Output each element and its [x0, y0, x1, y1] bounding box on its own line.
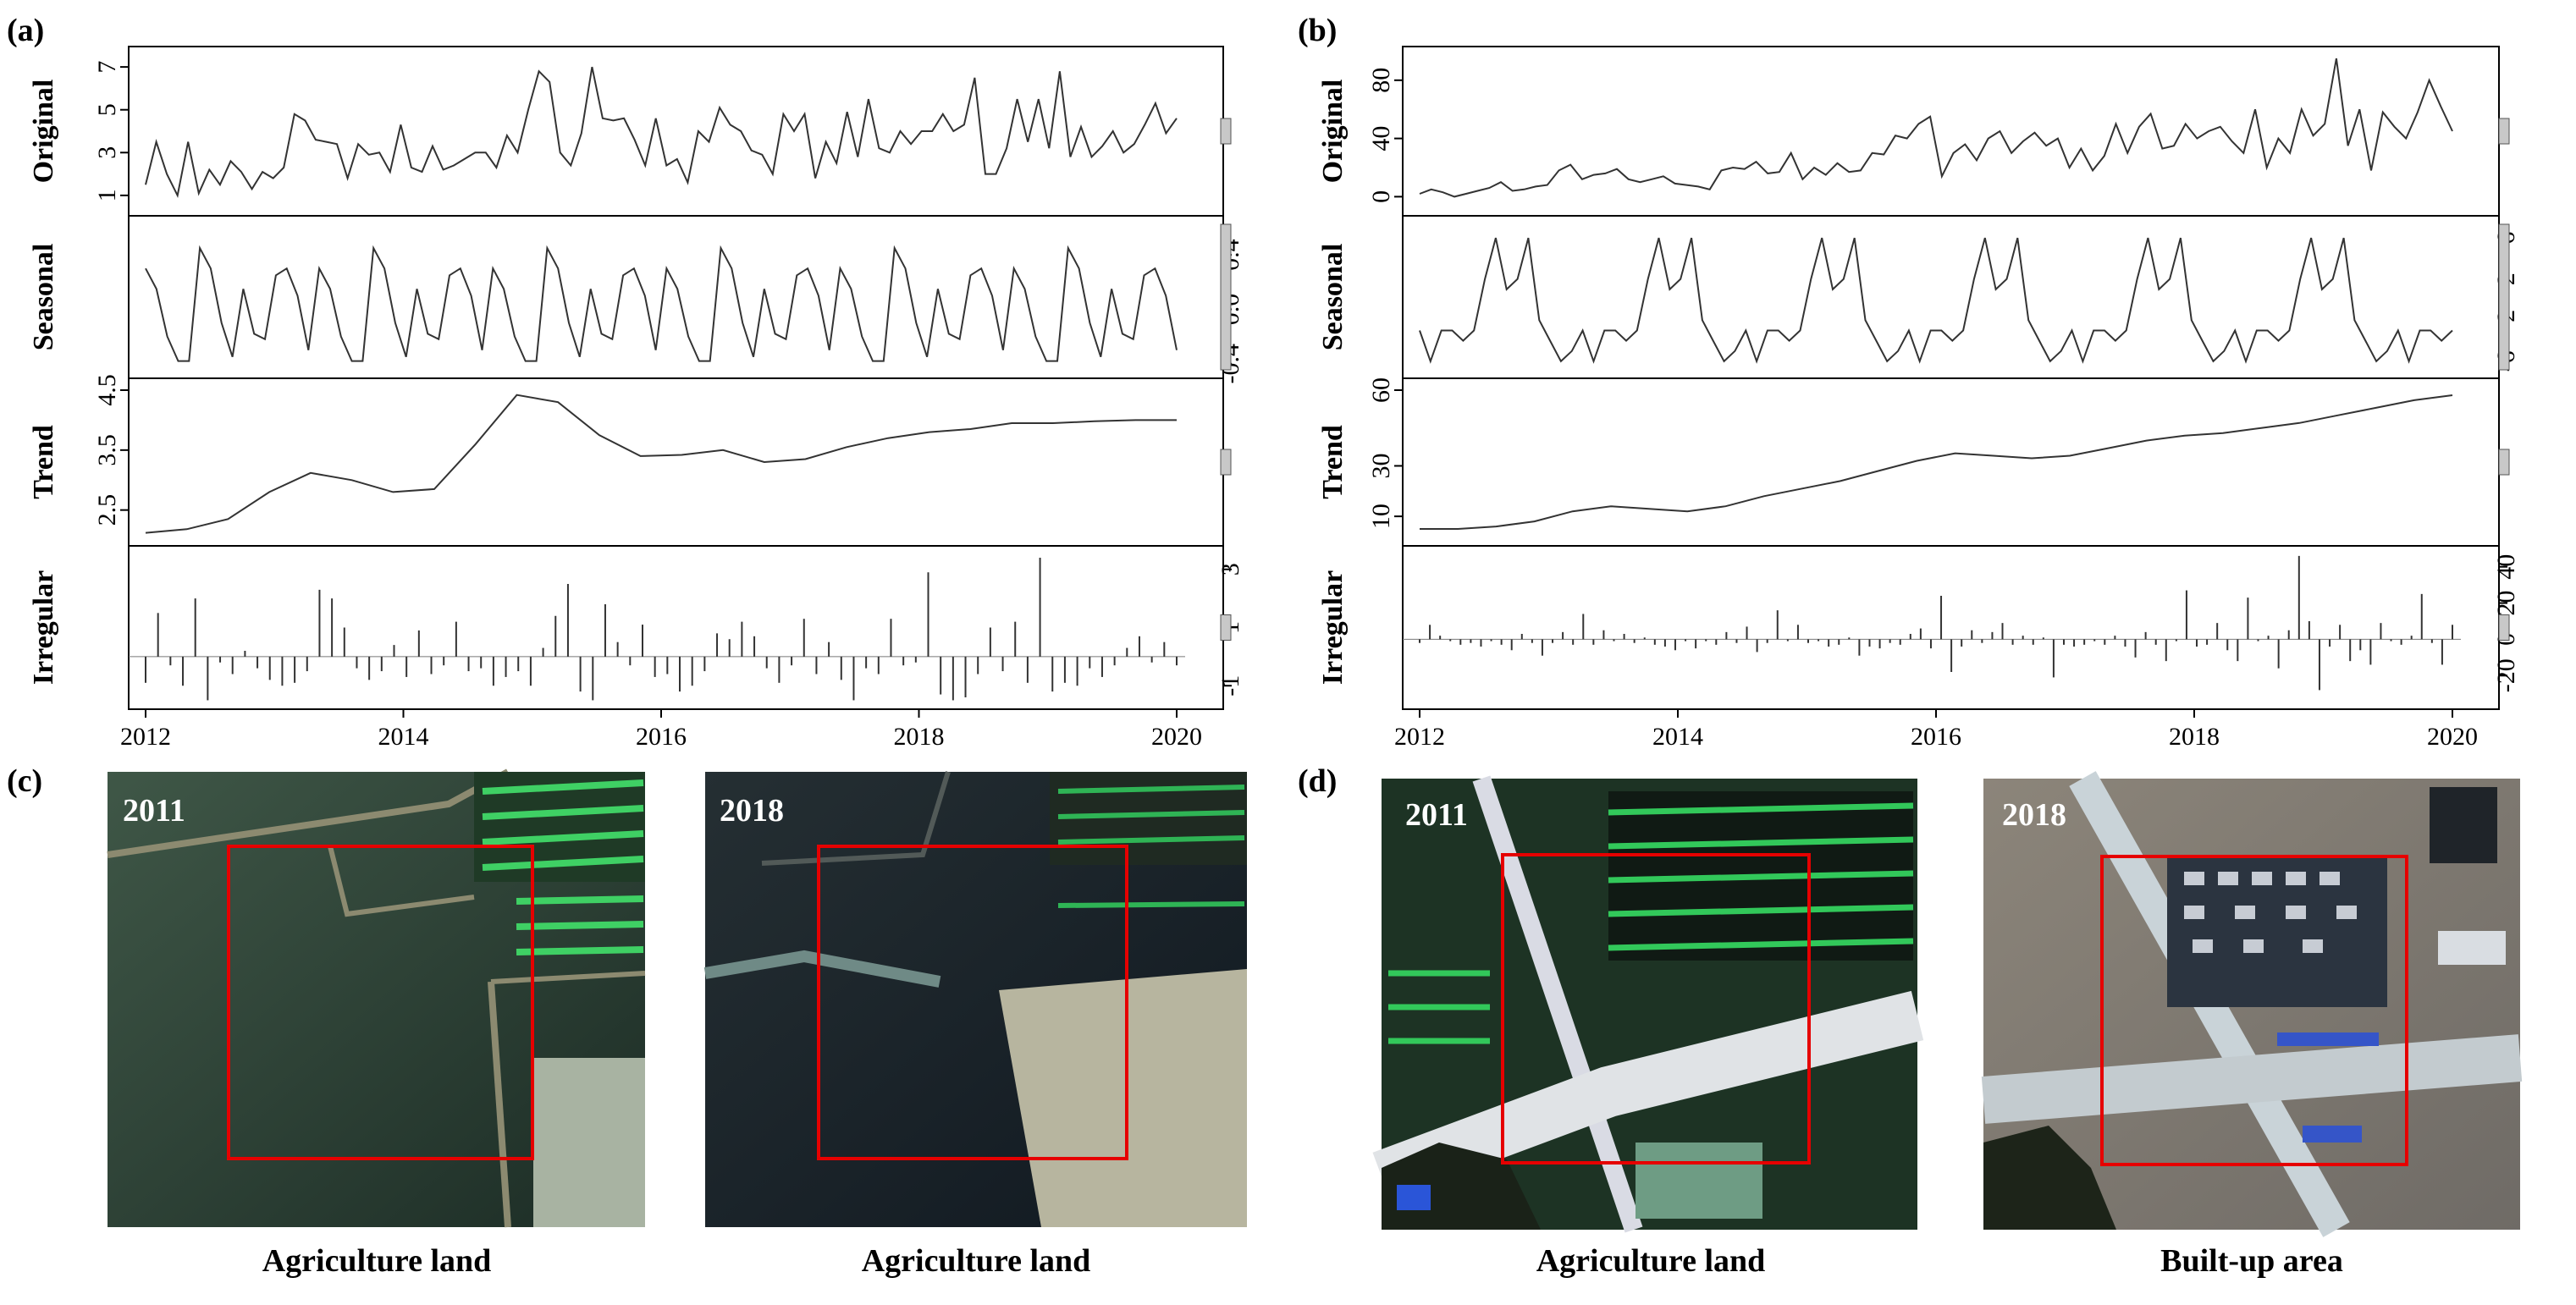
ylabel-seasonal: Seasonal	[28, 244, 59, 351]
x-tick-label: 2012	[1394, 723, 1445, 751]
x-tick-label: 2018	[2169, 723, 2220, 751]
y-tick-label: 2.5	[93, 494, 121, 526]
seasonal-line	[1419, 237, 2453, 364]
image-c-2011: 2011	[107, 768, 646, 1228]
y-tick-label: 5	[93, 103, 121, 116]
x-tick-label: 2018	[894, 723, 945, 751]
y-tick-label: 3	[1216, 563, 1244, 575]
y-tick-label: 30	[1367, 453, 1395, 478]
x-tick-label: 2014	[1652, 723, 1703, 751]
y-tick-label: 1	[93, 189, 121, 201]
chart-b-stl-decomposition: Original04080Seasonal-6-226Trend103060Ir…	[1317, 46, 2520, 751]
year-label-c-2018: 2018	[720, 793, 784, 829]
y-tick-label: 10	[1367, 504, 1395, 529]
year-label-c-2011: 2011	[123, 793, 185, 829]
y-tick-label: 20	[2492, 591, 2520, 616]
seasonal-line	[145, 245, 1178, 362]
image-c-2018: 2018	[703, 771, 1247, 1227]
original-line	[145, 66, 1178, 198]
y-tick-label: 80	[1367, 68, 1395, 93]
y-tick-label: 7	[93, 61, 121, 74]
x-tick-label: 2014	[378, 723, 429, 751]
scale-bar	[2498, 449, 2510, 476]
x-tick-label: 2012	[120, 723, 171, 751]
ylabel-original: Original	[28, 80, 59, 184]
y-tick-label: -20	[2492, 658, 2520, 692]
ylabel-irregular: Irregular	[28, 570, 59, 685]
x-tick-label: 2016	[636, 723, 687, 751]
scale-bar	[1220, 614, 1232, 641]
panel-label-b: (b)	[1298, 13, 1337, 48]
y-tick-label: 4.5	[93, 374, 121, 406]
scale-bar	[2498, 614, 2510, 641]
ylabel-trend: Trend	[28, 425, 59, 499]
ylabel-original: Original	[1317, 80, 1349, 184]
panel-label-c: (c)	[7, 763, 42, 799]
scale-bar	[1220, 118, 1232, 145]
trend-line	[1420, 394, 2453, 530]
x-tick-label: 2016	[1911, 723, 1961, 751]
x-tick-label: 2020	[2427, 723, 2478, 751]
x-tick-label: 2020	[1151, 723, 1202, 751]
caption-c-left: Agriculture land	[262, 1243, 492, 1279]
scale-bar	[2498, 223, 2510, 371]
chart-a-stl-decomposition: Original1357Seasonal-0.40.00.4Trend2.53.…	[28, 46, 1244, 751]
ylabel-irregular: Irregular	[1317, 570, 1349, 685]
y-tick-label: 40	[1367, 126, 1395, 151]
ylabel-trend: Trend	[1317, 425, 1349, 499]
y-tick-label: 60	[1367, 377, 1395, 403]
y-tick-label: 40	[2492, 554, 2520, 580]
ylabel-seasonal: Seasonal	[1317, 244, 1349, 351]
caption-c-right: Agriculture land	[862, 1243, 1091, 1279]
caption-d-left: Agriculture land	[1536, 1243, 1766, 1279]
y-tick-label: 0	[1367, 190, 1395, 203]
panel-label-d: (d)	[1298, 763, 1337, 799]
scale-bar	[2498, 118, 2510, 145]
y-tick-label: 3.5	[93, 434, 121, 466]
y-tick-label: 3	[93, 146, 121, 159]
caption-d-right: Built-up area	[2160, 1243, 2343, 1279]
image-d-2011: 2011	[1372, 775, 1924, 1233]
year-label-d-2018: 2018	[2002, 797, 2066, 833]
trend-line	[145, 394, 1177, 534]
year-label-d-2011: 2011	[1405, 797, 1468, 833]
panel-label-a: (a)	[7, 13, 44, 48]
original-line	[1419, 58, 2453, 198]
scale-bar	[1220, 449, 1232, 476]
scale-bar	[1220, 223, 1232, 371]
y-tick-label: -1	[1216, 675, 1244, 697]
image-d-2018: 2018	[1981, 771, 2523, 1237]
